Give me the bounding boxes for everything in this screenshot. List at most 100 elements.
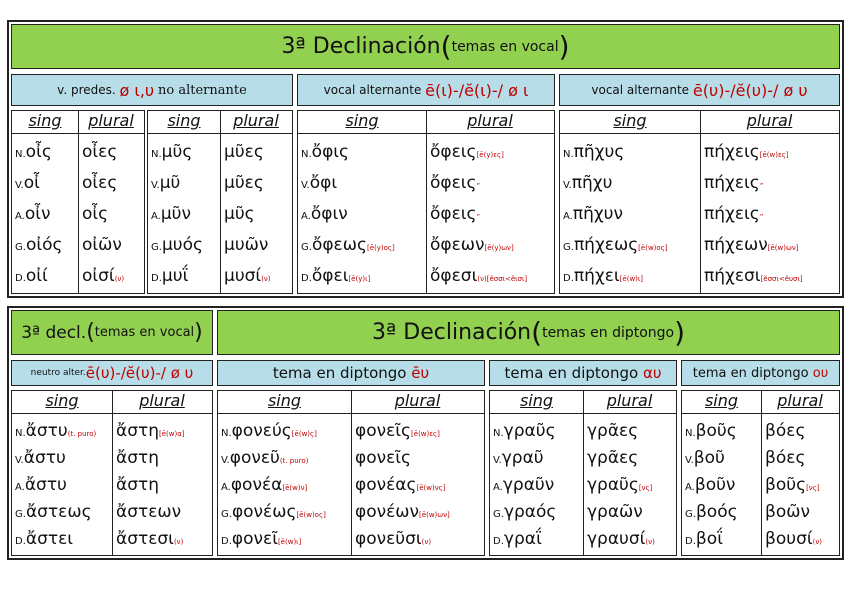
plural-form: γρᾶες [587, 420, 639, 441]
table-row-sing: G.ἄστεως [15, 502, 92, 525]
case-label: D. [15, 272, 26, 284]
bottom-sub-header-1: tema en diptongo ēυ [217, 360, 485, 386]
sing-form: φονεῦ [229, 447, 280, 468]
top-table-1: sing plural N.οἶς οἶες V.οἶ οἶες A.οἶν οἶς G.οἰό… [11, 110, 145, 294]
plural-form: βοῶν [765, 502, 810, 523]
sing-form: πήχεως [573, 234, 639, 255]
plural-form: γραυσί [587, 529, 646, 550]
table-row-plural: φονεῖς[ē(w)ες] [355, 421, 440, 444]
case-label: A. [15, 482, 25, 493]
column-divider [583, 391, 584, 555]
table-row-plural: μῦες [224, 173, 264, 193]
table-row-plural: βοῶν [765, 502, 810, 522]
plural-form: οἶες [82, 142, 118, 163]
table-row-sing: A.γραῦν [493, 475, 554, 498]
paren-open: ( [86, 320, 95, 345]
table-row-sing: N.πῆχυς [563, 142, 624, 165]
sing-form: γραΐ [503, 529, 542, 550]
sing-form: οἰί [25, 265, 48, 286]
plural-note: [ē(w)νς] [416, 484, 446, 492]
header-sing: sing [704, 391, 739, 410]
table-row-plural: οἶες [82, 142, 117, 162]
top-table-4: sing plural N.πῆχυς πήχεις[ē(w)ες] V.πῆχυ πήχ… [559, 110, 840, 294]
table-row-sing: N.οἶς [15, 142, 52, 165]
table-row-sing: A.πῆχυν [563, 204, 623, 227]
bottom-left-title-bar: 3ª decl. ( temas en vocal ) [11, 310, 213, 355]
plural-note: (ν) [261, 274, 271, 283]
sing-form: μῦν [160, 204, 191, 224]
plural-note: (ν) [645, 538, 655, 547]
case-label: G. [15, 509, 26, 521]
header-sing: sing [519, 391, 554, 410]
table-row-sing: G.βοός [685, 502, 738, 525]
top-title-bar: 3ª Declinación ( temas en vocal ) [11, 24, 840, 69]
sing-form: ἄστει [25, 529, 74, 550]
table-row-sing: A.οἶν [15, 204, 51, 227]
sing-form: οἶν [24, 204, 51, 224]
case-label: D. [151, 272, 162, 284]
sing-form: ὄφιν [310, 204, 348, 224]
sub1b-text: tema en diptongo [272, 364, 407, 382]
table-row-plural: μυσί(ν) [224, 266, 271, 289]
case-label: G. [493, 509, 504, 521]
paren-close: ) [674, 316, 686, 349]
paren-open: ( [440, 30, 452, 63]
case-label: N. [15, 427, 26, 439]
table-row-sing: D.γραΐ [493, 529, 542, 552]
case-label: D. [221, 536, 232, 548]
sing-form: μῦς [161, 142, 193, 163]
paren-close: ) [558, 30, 570, 63]
top-sub-header-3: vocal alternante ē(υ)-/ĕ(υ)-/ ø υ [559, 74, 840, 106]
case-label: G. [685, 509, 696, 521]
bottom-table-4: sing plural N.βοῦς βόες V.βοῦ βόες A.βοῦν βοῦς[… [681, 390, 840, 556]
table-row-plural: πήχεις” [704, 173, 763, 196]
plural-form: γραῶν [587, 502, 643, 523]
sing-form: πῆχυν [572, 204, 624, 224]
plural-note: ” [476, 213, 481, 221]
table-row-plural: μῦες [224, 142, 264, 162]
table-row-plural: φονεῖς [355, 448, 411, 468]
case-label: D. [493, 536, 504, 548]
sing-note: (t. puro) [279, 456, 309, 465]
column-divider [761, 391, 762, 555]
column-divider [700, 111, 701, 293]
table-row-plural: ὄφεσι(ν)[ĕσσι<ĕισι] [430, 266, 527, 289]
header-sing: sing [45, 391, 79, 410]
table-row-plural: γραυσί(ν) [587, 529, 655, 552]
plural-form: πήχεις [704, 204, 760, 224]
plural-form: ἄστη [116, 447, 159, 468]
table-row-sing: A.ὄφιν [301, 204, 348, 227]
bottom-sub-header-0: neutro alter. ē(υ)-/ĕ(υ)-/ ø υ [11, 360, 213, 386]
bottom-panel: 3ª decl. ( temas en vocal ) 3ª Declinaci… [7, 306, 844, 560]
sing-form: φονέως [231, 502, 297, 523]
table-row-plural: οἶες [82, 173, 117, 193]
plural-note: (ν) [421, 538, 432, 547]
plural-form: ἄστεων [116, 502, 182, 523]
header-sing: sing [167, 111, 201, 130]
table-row-sing: V.βοῦ [685, 448, 725, 471]
bottom-left-title-sub: temas en vocal [94, 325, 195, 340]
sing-form: βοός [695, 502, 738, 523]
table-row-plural: ἄστη [116, 448, 159, 468]
table-row-plural: πήχεις[ē(w)ες] [704, 142, 789, 165]
sing-form: γραῦς [503, 420, 556, 441]
sing-note: (t. puro) [67, 429, 97, 438]
column-divider [351, 391, 352, 555]
table-row-sing: V.φονεῦ(t. puro) [221, 448, 308, 471]
sing-note: [ē(w)ος] [638, 243, 668, 252]
table-row-sing: D.βοΐ [685, 529, 723, 552]
table-row-plural: πήχεων[ē(w)ων] [704, 235, 798, 258]
sing-form: βοῦς [695, 420, 737, 441]
plural-form: ὄφεων [430, 234, 485, 255]
table-row-plural: γρᾶες [587, 421, 638, 441]
table-row-plural: γραῦς[νς] [587, 475, 652, 498]
case-label: A. [493, 482, 503, 493]
header-plural: plural [139, 391, 185, 410]
plural-form: ἄστη [116, 475, 159, 495]
table-row-plural: ὄφεις” [430, 173, 480, 196]
header-divider [12, 133, 144, 134]
table-row-plural: ἄστη [116, 475, 159, 495]
sub2-formula: ē(ι)-/ĕ(ι)-/ ø ι [425, 80, 529, 100]
plural-note: ” [476, 182, 481, 191]
sing-form: μυός [161, 234, 203, 255]
